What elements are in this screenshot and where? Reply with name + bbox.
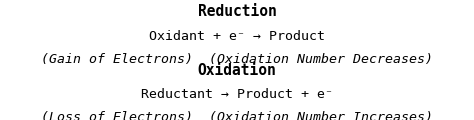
Text: Reductant → Product + e⁻: Reductant → Product + e⁻ [141, 88, 333, 101]
Text: Oxidation: Oxidation [198, 63, 276, 78]
Text: (Loss of Electrons)  (Oxidation Number Increases): (Loss of Electrons) (Oxidation Number In… [41, 111, 433, 120]
Text: (Gain of Electrons)  (Oxidation Number Decreases): (Gain of Electrons) (Oxidation Number De… [41, 53, 433, 66]
Text: Reduction: Reduction [198, 4, 276, 19]
Text: Oxidant + e⁻ → Product: Oxidant + e⁻ → Product [149, 30, 325, 43]
